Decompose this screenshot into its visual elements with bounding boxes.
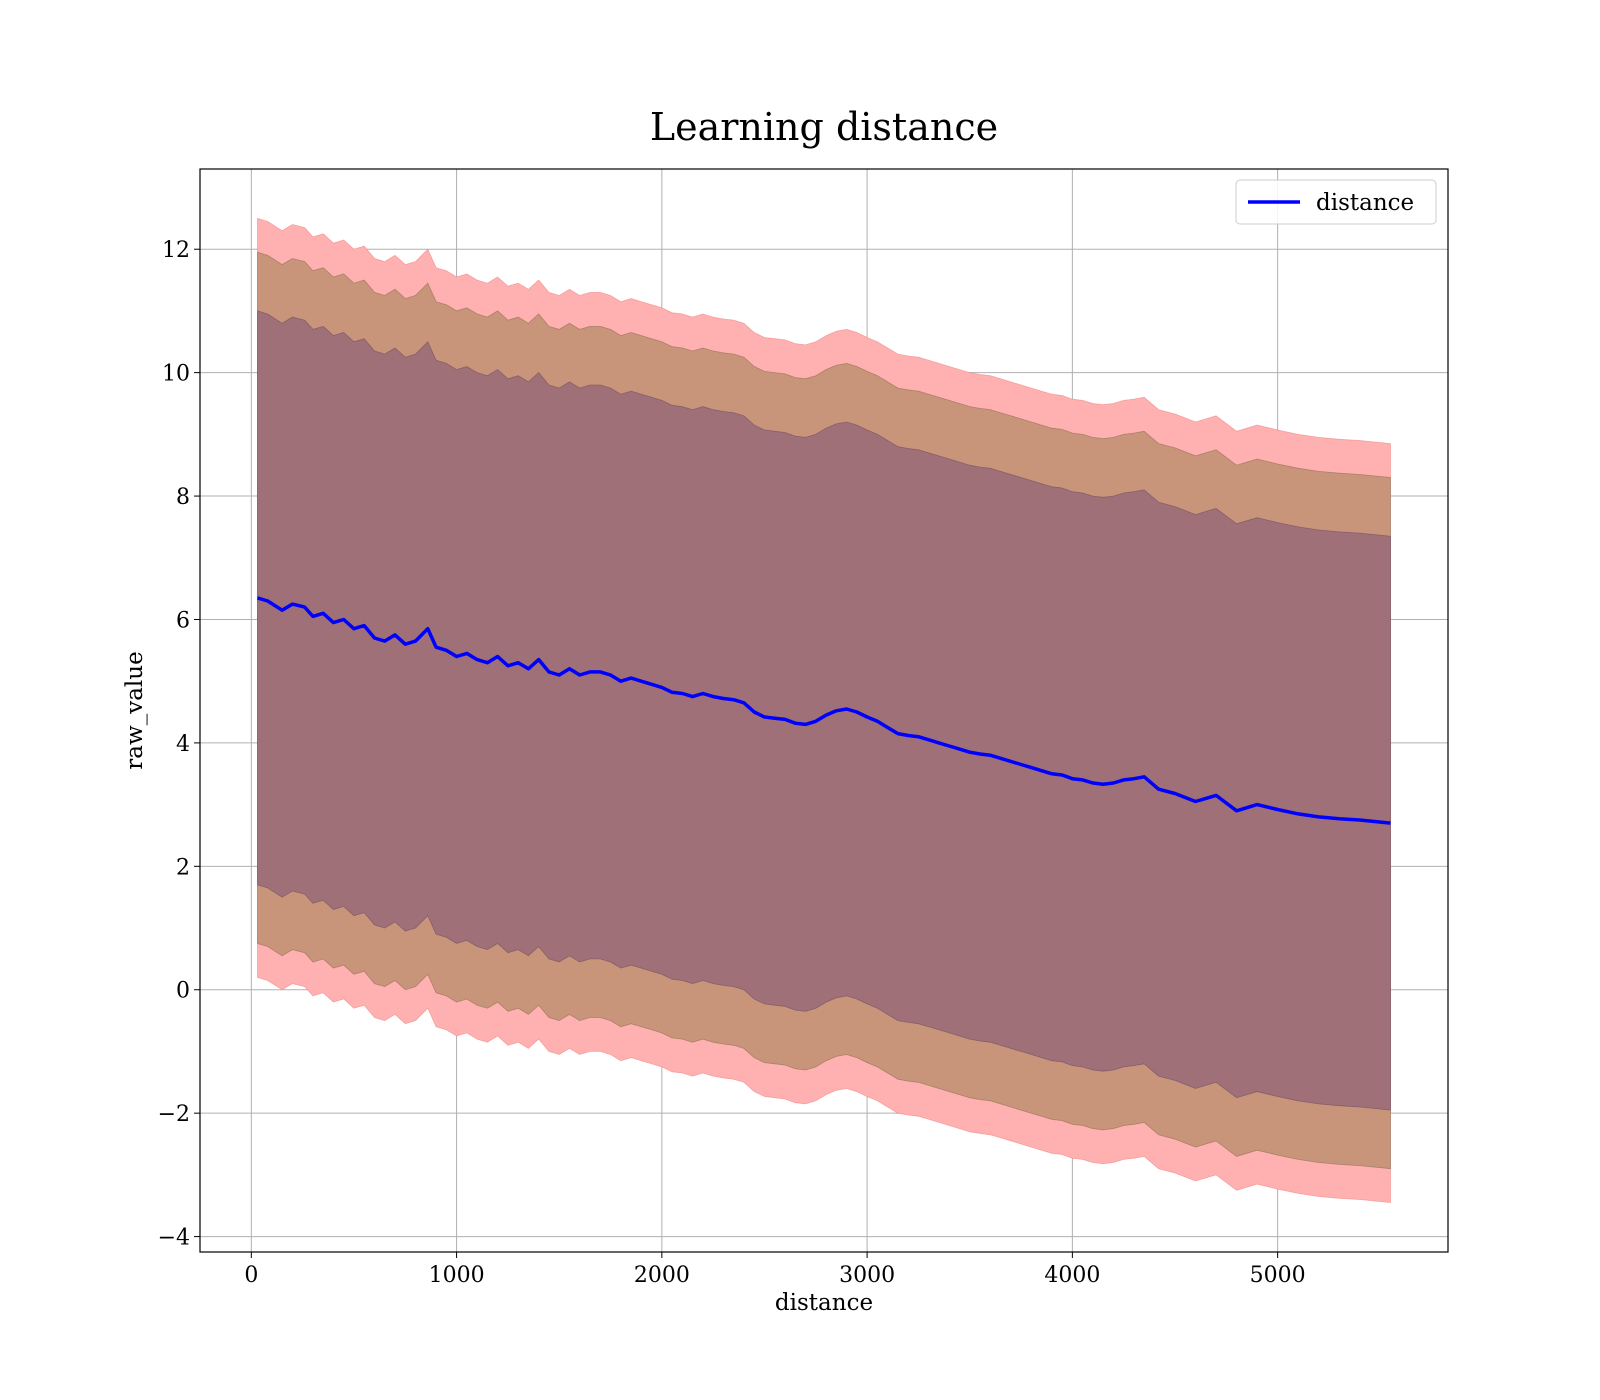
y-axis-label: raw_value xyxy=(122,651,148,769)
confidence-bands xyxy=(257,217,1391,1204)
y-tick-label: 0 xyxy=(176,979,190,1004)
y-tick-label: 12 xyxy=(162,238,190,263)
legend-box xyxy=(1235,179,1437,225)
y-tick-label: 8 xyxy=(176,485,190,510)
chart-title: Learning distance xyxy=(650,105,998,149)
series-line-distance xyxy=(256,596,1391,825)
x-tick-label: 1000 xyxy=(429,1263,485,1288)
x-axis-label: distance xyxy=(775,1290,873,1316)
y-tick-label: −2 xyxy=(158,1102,190,1127)
y-axis: −4 −2 0 2 4 6 8 10 12 xyxy=(158,238,200,1251)
band-inner xyxy=(257,310,1391,1111)
y-tick-label: 10 xyxy=(162,362,190,387)
plot-frame xyxy=(199,168,1449,1253)
y-tick-label: 2 xyxy=(176,855,190,880)
legend: distance xyxy=(1235,179,1437,225)
x-tick-label: 0 xyxy=(244,1263,258,1288)
legend-entry-label: distance xyxy=(1316,190,1414,216)
x-tick-label: 2000 xyxy=(634,1263,690,1288)
series-layer xyxy=(256,596,1391,825)
y-tick-label: 6 xyxy=(176,608,190,633)
y-tick-label: 4 xyxy=(176,732,190,757)
x-tick-label: 3000 xyxy=(839,1263,895,1288)
x-tick-label: 4000 xyxy=(1044,1263,1100,1288)
x-tick-label: 5000 xyxy=(1250,1263,1306,1288)
x-axis: 0 1000 2000 3000 4000 5000 xyxy=(244,1252,1306,1288)
y-tick-label: −4 xyxy=(158,1226,190,1251)
